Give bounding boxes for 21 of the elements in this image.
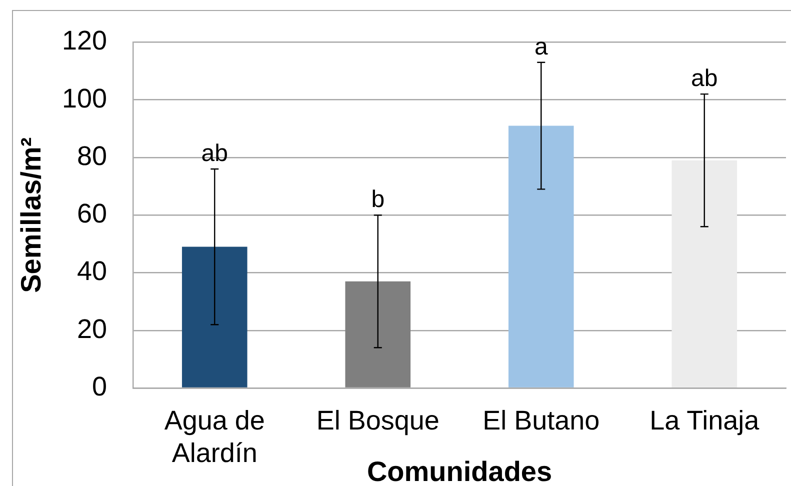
y-tick-label: 0 [92,371,107,402]
y-axis-title: Semillas/m² [16,137,47,293]
x-tick-label: El Butano [482,406,600,436]
bar [182,246,248,388]
y-tick-label: 80 [76,140,107,171]
bar [508,126,574,388]
bar [672,160,738,388]
y-tick-label: 60 [76,198,107,229]
annotation: ab [201,140,228,167]
bar [345,281,411,388]
x-tick-label: El Bosque [316,406,440,436]
x-tick-label: La Tinaja [650,406,760,436]
y-tick-label: 120 [62,26,107,56]
annotation: a [534,33,548,60]
annotation: ab [691,65,718,92]
x-axis-title: Comunidades [366,456,552,486]
annotation: b [371,186,385,214]
x-tick-label: Agua de Alardín [164,406,265,468]
y-tick-label: 40 [76,256,107,286]
y-tick-label: 20 [76,314,107,344]
y-tick-label: 100 [62,83,107,114]
